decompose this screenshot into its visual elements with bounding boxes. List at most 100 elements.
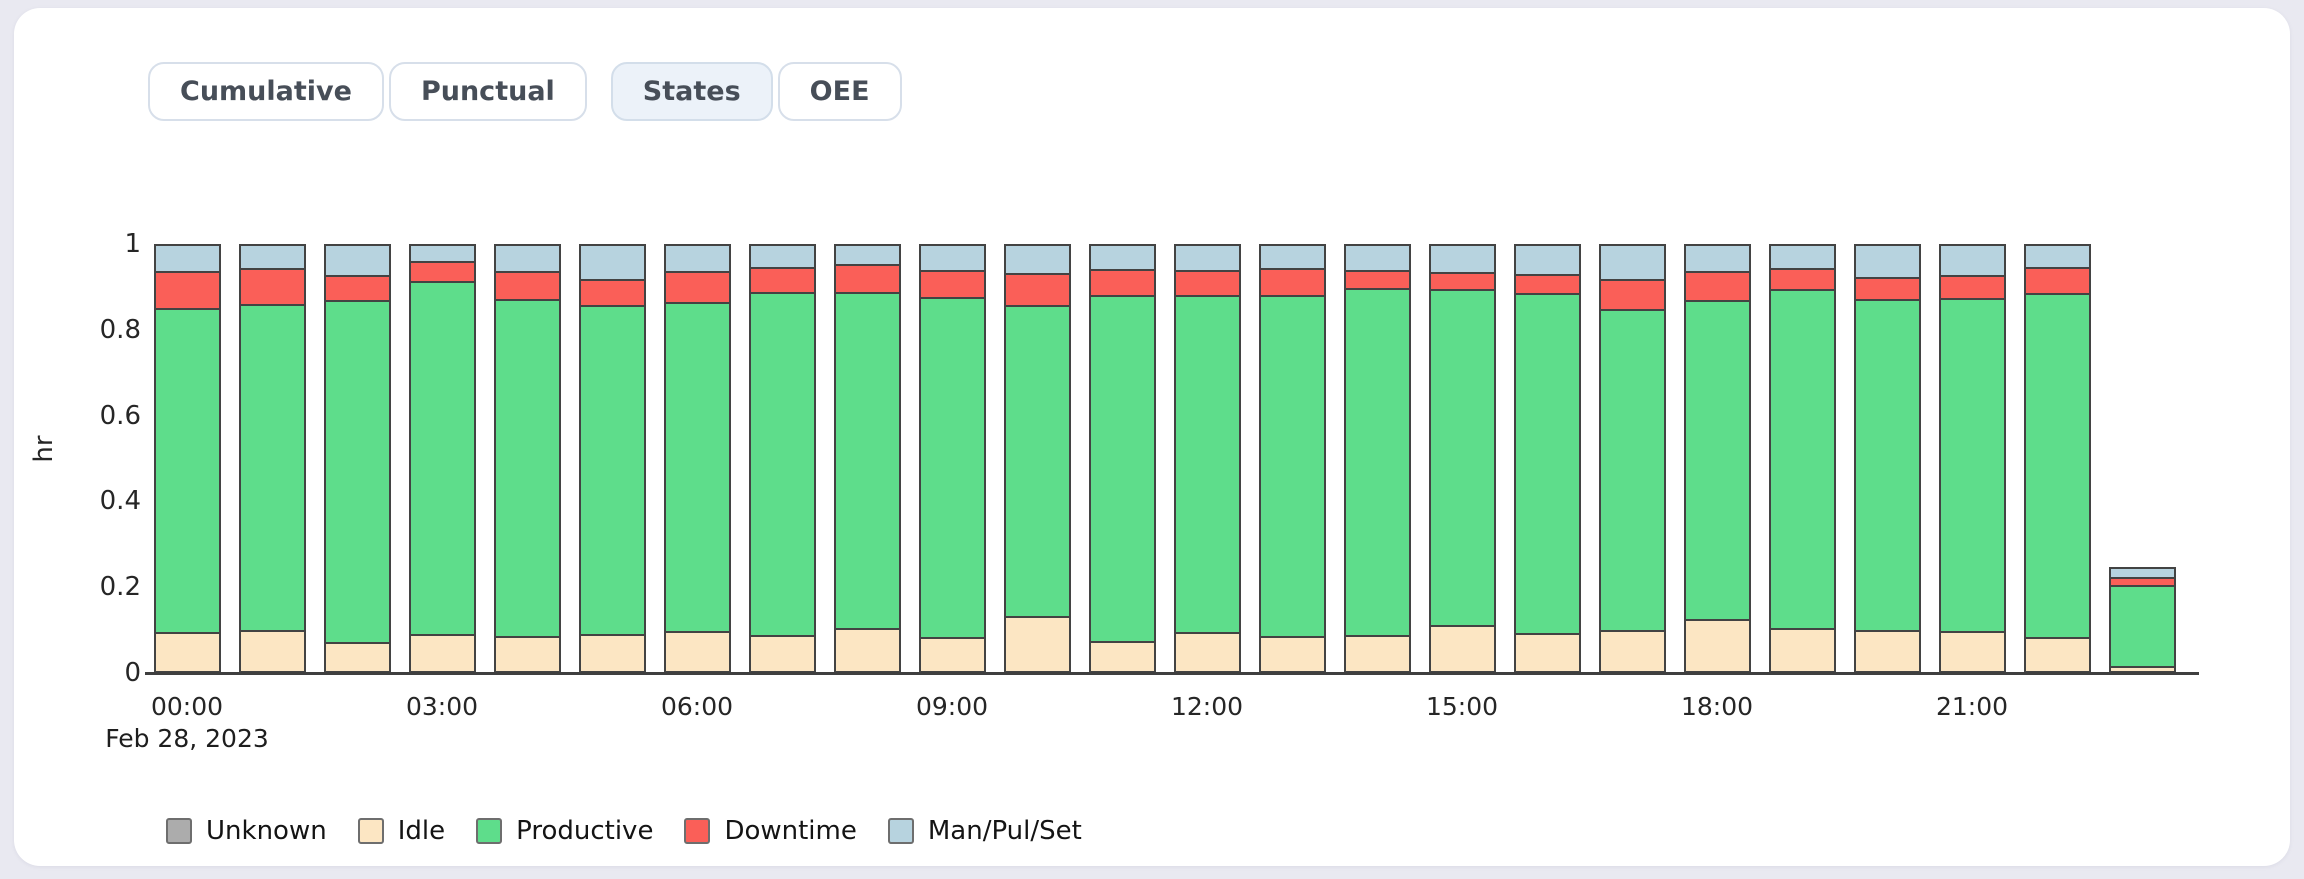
bar-segment-downtime[interactable] xyxy=(1428,272,1496,289)
bar-segment-downtime[interactable] xyxy=(578,279,646,305)
bar-segment-idle[interactable] xyxy=(1343,634,1411,673)
bar-segment-idle[interactable] xyxy=(323,642,391,673)
bar-segment-downtime[interactable] xyxy=(1173,269,1241,296)
bar-segment-downtime[interactable] xyxy=(493,270,561,300)
bar-03:00[interactable] xyxy=(408,244,476,673)
bar-segment-productive[interactable] xyxy=(2023,292,2091,638)
bar-segment-productive[interactable] xyxy=(1258,295,1326,636)
bar-segment-downtime[interactable] xyxy=(748,266,816,292)
bar-00:00[interactable] xyxy=(153,244,221,673)
bar-segment-productive[interactable] xyxy=(1768,288,1836,628)
bar-segment-man-pul-set[interactable] xyxy=(238,243,306,268)
bar-12:00[interactable] xyxy=(1173,244,1241,673)
bar-18:00[interactable] xyxy=(1683,244,1751,673)
bar-segment-man-pul-set[interactable] xyxy=(408,244,476,262)
bar-segment-man-pul-set[interactable] xyxy=(663,244,731,271)
bar-segment-man-pul-set[interactable] xyxy=(1938,244,2006,275)
bar-09:00[interactable] xyxy=(918,244,986,673)
bar-segment-productive[interactable] xyxy=(748,291,816,635)
bar-14:00[interactable] xyxy=(1343,244,1411,673)
bar-23:00[interactable] xyxy=(2108,566,2176,673)
bar-segment-man-pul-set[interactable] xyxy=(1173,244,1241,270)
bar-15:00[interactable] xyxy=(1428,244,1496,673)
bar-segment-productive[interactable] xyxy=(1088,295,1156,642)
bar-segment-downtime[interactable] xyxy=(918,270,986,298)
bar-segment-downtime[interactable] xyxy=(2023,266,2091,293)
tab-cumulative[interactable]: Cumulative xyxy=(148,62,384,121)
bar-segment-man-pul-set[interactable] xyxy=(493,244,561,271)
bar-segment-man-pul-set[interactable] xyxy=(1853,244,1921,277)
bar-segment-man-pul-set[interactable] xyxy=(833,244,901,265)
bar-segment-idle[interactable] xyxy=(663,630,731,673)
bar-segment-downtime[interactable] xyxy=(1853,276,1921,299)
bar-segment-productive[interactable] xyxy=(578,304,646,634)
legend-item-productive[interactable]: Productive xyxy=(476,814,653,848)
bar-segment-productive[interactable] xyxy=(833,291,901,628)
bar-segment-idle[interactable] xyxy=(408,633,476,673)
bar-16:00[interactable] xyxy=(1513,244,1581,673)
bar-segment-idle[interactable] xyxy=(1173,631,1241,673)
bar-06:00[interactable] xyxy=(663,244,731,673)
bar-segment-productive[interactable] xyxy=(408,281,476,634)
bar-segment-downtime[interactable] xyxy=(1598,279,1666,310)
bar-04:00[interactable] xyxy=(493,244,561,673)
bar-segment-downtime[interactable] xyxy=(408,261,476,282)
legend-item-man-pul-set[interactable]: Man/Pul/Set xyxy=(887,814,1082,848)
bar-segment-downtime[interactable] xyxy=(663,270,731,302)
bar-segment-man-pul-set[interactable] xyxy=(1513,244,1581,274)
bar-segment-idle[interactable] xyxy=(1513,633,1581,673)
bar-segment-productive[interactable] xyxy=(1003,305,1071,616)
bar-segment-idle[interactable] xyxy=(1768,627,1836,673)
bar-segment-man-pul-set[interactable] xyxy=(1343,244,1411,270)
bar-segment-man-pul-set[interactable] xyxy=(1598,244,1666,280)
bar-segment-downtime[interactable] xyxy=(1258,267,1326,296)
bar-segment-productive[interactable] xyxy=(1853,298,1921,631)
bar-segment-man-pul-set[interactable] xyxy=(1258,244,1326,268)
bar-02:00[interactable] xyxy=(323,244,391,673)
bar-segment-idle[interactable] xyxy=(1088,641,1156,673)
bar-22:00[interactable] xyxy=(2023,244,2091,673)
bar-segment-man-pul-set[interactable] xyxy=(323,244,391,275)
bar-01:00[interactable] xyxy=(238,243,306,673)
bar-07:00[interactable] xyxy=(748,244,816,673)
bar-segment-productive[interactable] xyxy=(1683,299,1751,619)
bar-segment-downtime[interactable] xyxy=(153,271,221,308)
bar-segment-idle[interactable] xyxy=(238,630,306,673)
legend-item-downtime[interactable]: Downtime xyxy=(684,814,857,848)
bar-segment-man-pul-set[interactable] xyxy=(2023,244,2091,267)
bar-segment-downtime[interactable] xyxy=(238,267,306,305)
bar-segment-productive[interactable] xyxy=(153,307,221,633)
bar-segment-productive[interactable] xyxy=(918,297,986,637)
bar-segment-man-pul-set[interactable] xyxy=(2108,566,2176,577)
bar-segment-downtime[interactable] xyxy=(1768,268,1836,289)
bar-segment-man-pul-set[interactable] xyxy=(1428,244,1496,273)
bar-segment-idle[interactable] xyxy=(748,634,816,673)
tab-oee[interactable]: OEE xyxy=(777,62,902,121)
bar-segment-productive[interactable] xyxy=(2108,585,2176,667)
bar-segment-downtime[interactable] xyxy=(833,264,901,292)
tab-states[interactable]: States xyxy=(610,62,773,121)
bar-segment-productive[interactable] xyxy=(1173,295,1241,632)
bar-segment-idle[interactable] xyxy=(1003,615,1071,673)
bar-segment-productive[interactable] xyxy=(1938,297,2006,631)
bar-segment-man-pul-set[interactable] xyxy=(153,244,221,272)
legend-item-idle[interactable]: Idle xyxy=(357,814,445,848)
bar-segment-productive[interactable] xyxy=(1428,288,1496,626)
bar-segment-productive[interactable] xyxy=(1343,287,1411,635)
bar-08:00[interactable] xyxy=(833,244,901,673)
bar-segment-man-pul-set[interactable] xyxy=(1768,244,1836,269)
bar-17:00[interactable] xyxy=(1598,244,1666,673)
bar-segment-downtime[interactable] xyxy=(1003,272,1071,306)
bar-segment-productive[interactable] xyxy=(323,299,391,643)
bar-segment-man-pul-set[interactable] xyxy=(1088,244,1156,270)
bar-segment-idle[interactable] xyxy=(1683,618,1751,673)
bar-segment-idle[interactable] xyxy=(1938,630,2006,673)
bar-segment-idle[interactable] xyxy=(1853,630,1921,673)
bar-segment-downtime[interactable] xyxy=(323,274,391,300)
bar-19:00[interactable] xyxy=(1768,244,1836,673)
bar-segment-downtime[interactable] xyxy=(1683,271,1751,300)
bar-segment-idle[interactable] xyxy=(1258,635,1326,673)
bar-segment-productive[interactable] xyxy=(663,301,731,631)
bar-21:00[interactable] xyxy=(1938,244,2006,673)
bar-segment-productive[interactable] xyxy=(238,304,306,631)
